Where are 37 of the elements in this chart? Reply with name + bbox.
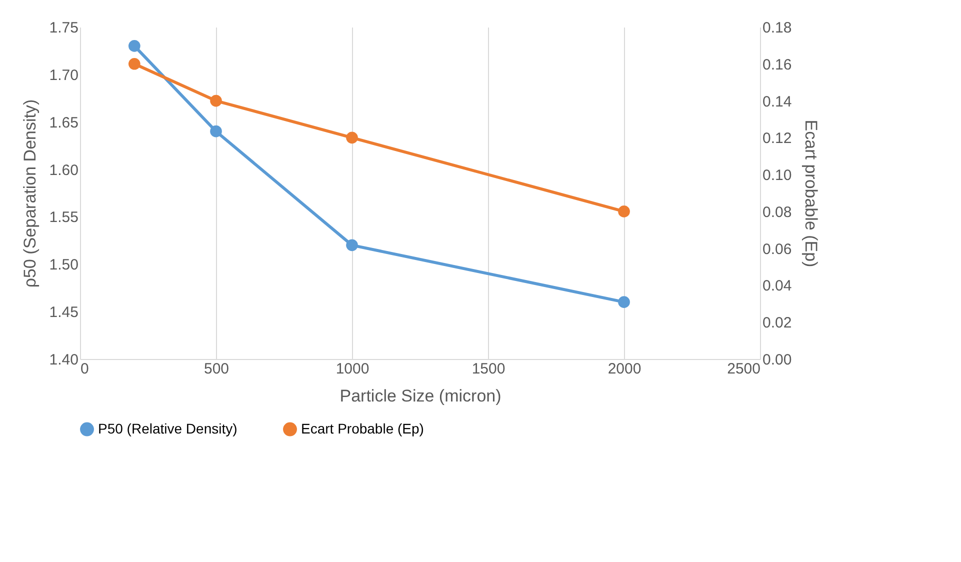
- y-tick-label: 1.50: [49, 256, 78, 274]
- point: [346, 132, 358, 144]
- x-tick-label: 2000: [608, 360, 642, 378]
- y2-tick-label: 0.00: [762, 352, 792, 368]
- y2-tick-label: 0.04: [762, 278, 792, 295]
- y2-tick-label: 0.08: [762, 204, 792, 221]
- x-tick-label: 500: [204, 360, 230, 378]
- legend-label: Ecart Probable (Ep): [301, 420, 424, 436]
- y-tick-label: 1.45: [49, 304, 78, 322]
- point: [346, 239, 358, 252]
- y2-tick-label: 0.18: [762, 20, 792, 36]
- y2-tick-label: 0.06: [762, 240, 792, 258]
- x-tick-label: 1500: [472, 360, 506, 378]
- y2-tick-label: 0.14: [762, 93, 792, 110]
- x-tick-label: 0: [80, 360, 89, 378]
- point: [128, 58, 140, 70]
- y-tick-label: 1.40: [49, 352, 78, 368]
- point: [210, 94, 222, 107]
- y-tick-label: 1.60: [49, 162, 78, 179]
- x-tick-label: 2500: [727, 360, 760, 378]
- x-tick-label: 1000: [336, 360, 370, 378]
- y-tick-label: 1.55: [49, 209, 78, 226]
- y2-tick-label: 0.12: [762, 130, 792, 148]
- legend-label: P50 (Relative Density): [98, 420, 238, 436]
- y2-axis-title: Ecart probable (Ep): [802, 120, 821, 268]
- y-tick-label: 1.65: [49, 114, 78, 132]
- point: [618, 296, 630, 308]
- y-axis-title: ρ50 (Separation Density): [20, 99, 40, 288]
- y-tick-label: 1.70: [49, 66, 78, 84]
- y2-tick-label: 0.16: [762, 56, 792, 74]
- y2-tick-label: 0.10: [762, 167, 792, 184]
- y2-tick-label: 0.02: [762, 314, 792, 332]
- point: [210, 125, 222, 138]
- point: [618, 206, 630, 218]
- x-axis-title: Particle Size (micron): [340, 386, 502, 406]
- point: [128, 40, 140, 52]
- y-tick-label: 1.75: [49, 20, 78, 36]
